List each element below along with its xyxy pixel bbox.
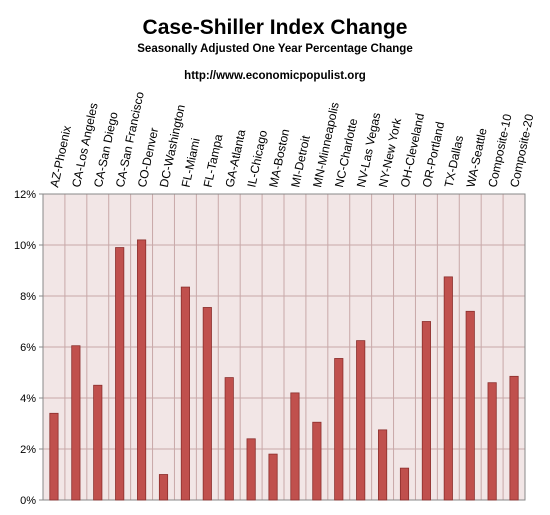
bar-az-phoenix: [49, 412, 59, 501]
bar-ca-los-angeles: [71, 345, 81, 501]
y-tick-label: 12%: [14, 189, 36, 201]
y-tick-label: 2%: [20, 444, 36, 456]
bar-mn-minneapolis: [312, 421, 322, 501]
bar-dc-washington: [158, 474, 169, 501]
y-tick-label: 4%: [20, 393, 36, 405]
bar-fl-miami: [180, 286, 190, 501]
bar-composite-20: [509, 375, 519, 501]
bar-ca-san-diego: [93, 384, 103, 501]
bar-il-chicago: [246, 438, 256, 501]
chart-subtitle: Seasonally Adjusted One Year Percentage …: [137, 43, 412, 55]
bar-mi-detroit: [290, 392, 300, 501]
bar-ny-new-york: [378, 429, 388, 501]
chart-source: http://www.economicpopulist.org: [184, 70, 366, 82]
bar-or-portland: [421, 321, 431, 501]
bar-fl-tampa: [202, 307, 212, 501]
plot-border: [42, 193, 526, 501]
bar-nc-charlotte: [334, 358, 344, 501]
bar-oh-cleveland: [399, 467, 410, 501]
bar-ma-boston: [268, 453, 278, 501]
y-tick-label: 6%: [20, 342, 36, 354]
y-tick-label: 0%: [20, 495, 36, 507]
bar-wa-seattle: [465, 310, 475, 501]
bar-ga-atlanta: [224, 377, 234, 501]
y-tick-label: 8%: [20, 291, 36, 303]
bar-co-denver: [137, 239, 147, 501]
bar-nv-las-vegas: [356, 340, 366, 501]
chart-title: Case-Shiller Index Change: [143, 16, 408, 39]
bar-composite-10: [487, 382, 497, 501]
bar-tx-dallas: [443, 276, 453, 501]
y-tick-label: 10%: [14, 240, 36, 252]
bar-ca-san-francisco: [115, 247, 125, 501]
